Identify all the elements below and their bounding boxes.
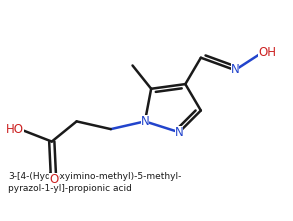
Text: 3-[4-(Hydroxyimino-methyl)-5-methyl-
pyrazol-1-yl]-propionic acid: 3-[4-(Hydroxyimino-methyl)-5-methyl- pyr… (8, 172, 181, 193)
Text: N: N (231, 63, 239, 76)
Text: O: O (49, 173, 59, 186)
Text: N: N (141, 115, 149, 128)
Text: HO: HO (6, 123, 24, 136)
Text: OH: OH (258, 46, 276, 59)
Text: N: N (175, 126, 183, 139)
